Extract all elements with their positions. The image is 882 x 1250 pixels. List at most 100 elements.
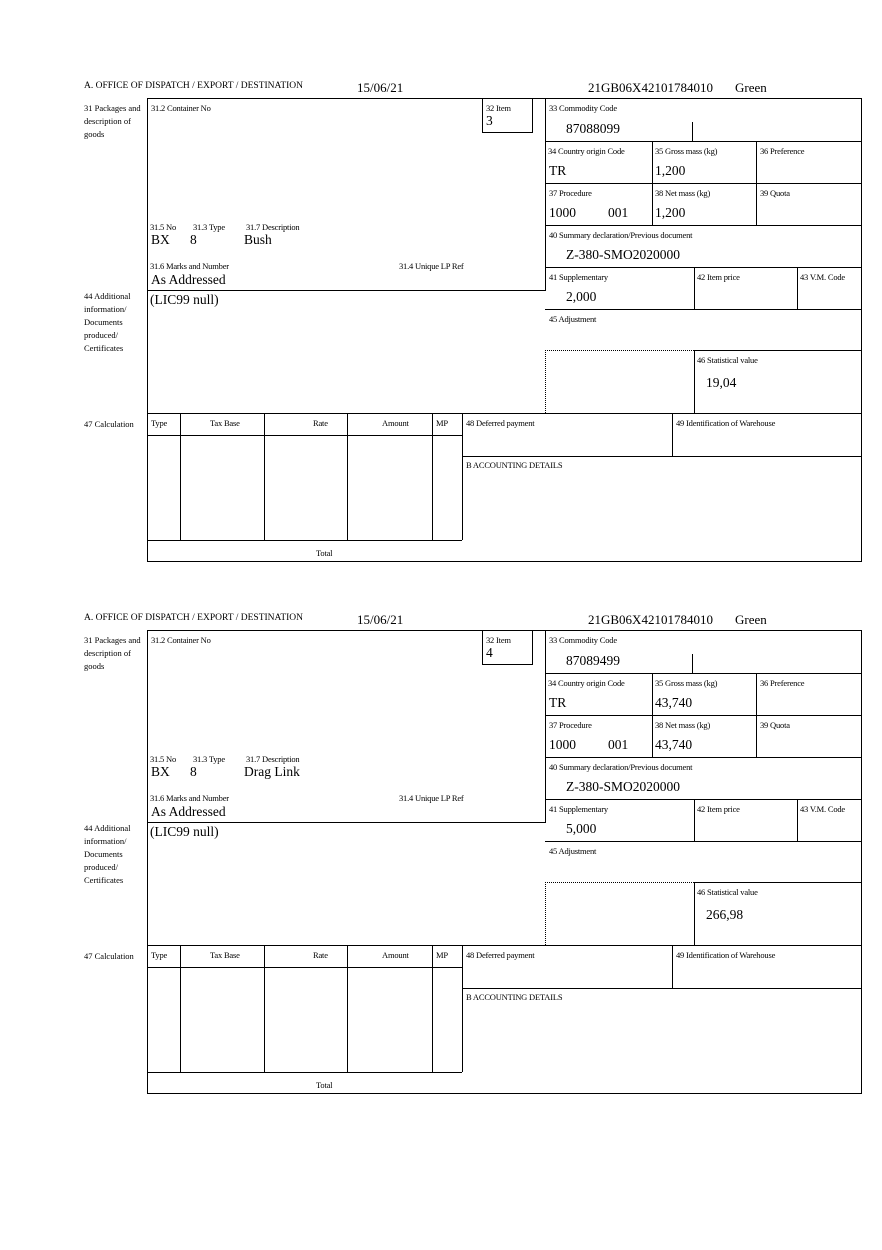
divider (347, 413, 348, 540)
description: Drag Link (244, 764, 300, 779)
divider (147, 413, 862, 414)
divider (147, 1072, 462, 1073)
divider (692, 654, 693, 673)
description-label: 31.7 Description (246, 754, 300, 764)
commodity-code: 87088099 (566, 121, 620, 136)
commodity-label: 33 Commodity Code (549, 635, 617, 645)
supplementary-label: 41 Supplementary (549, 804, 608, 814)
mp-header: MP (436, 950, 448, 960)
date: 15/06/21 (357, 612, 404, 627)
route-status: Green (735, 80, 767, 95)
accounting-details-label: B ACCOUNTING DETAILS (466, 992, 563, 1002)
stat-value: 19,04 (706, 375, 737, 390)
description: Bush (244, 232, 272, 247)
additional-info-label: 44 Additional information/ Documents pro… (84, 291, 131, 353)
additional-info: (LIC99 null) (150, 824, 219, 839)
net-mass: 1,200 (655, 205, 686, 220)
customs-declaration-item-1: A. OFFICE OF DISPATCH / EXPORT / DESTINA… (0, 80, 882, 570)
mp-header: MP (436, 418, 448, 428)
additional-info-label: 44 Additional information/ Documents pro… (84, 823, 131, 885)
divider (545, 183, 862, 184)
divider (482, 630, 483, 665)
divider (532, 630, 533, 665)
packages-label: 31 Packages and description of goods (84, 635, 141, 671)
procedure-label: 37 Procedure (549, 720, 592, 730)
divider (180, 945, 181, 1072)
net-mass: 43,740 (655, 737, 693, 752)
deferred-payment-label: 48 Deferred payment (466, 950, 535, 960)
total-label: Total (316, 548, 333, 558)
calculation-label: 47 Calculation (84, 419, 134, 429)
divider (462, 413, 463, 540)
reference-number: 21GB06X42101784010 (588, 80, 713, 95)
stat-value: 266,98 (706, 907, 744, 922)
summary-label: 40 Summary declaration/Previous document (549, 230, 693, 240)
pkg-no: BX (151, 232, 170, 247)
gross-mass-label: 35 Gross mass (kg) (655, 678, 718, 688)
procedure-label: 37 Procedure (549, 188, 592, 198)
divider (264, 945, 265, 1072)
item-label: 32 Item (486, 103, 511, 113)
summary-document: Z-380-SMO2020000 (566, 247, 680, 262)
gross-mass: 43,740 (655, 695, 693, 710)
divider (672, 413, 673, 456)
divider (482, 98, 483, 133)
marks: As Addressed (151, 804, 226, 819)
stat-value-label: 46 Statistical value (697, 887, 758, 897)
divider (652, 141, 653, 225)
total-label: Total (316, 1080, 333, 1090)
form-box (147, 630, 862, 1094)
supplementary-label: 41 Supplementary (549, 272, 608, 282)
divider (694, 799, 695, 841)
dotted-divider (545, 350, 694, 351)
divider (462, 456, 862, 457)
description-label: 31.7 Description (246, 222, 300, 232)
dotted-divider (545, 350, 546, 413)
procedure-code: 1000 (549, 737, 576, 752)
amount-header: Amount (382, 950, 409, 960)
accounting-details-label: B ACCOUNTING DETAILS (466, 460, 563, 470)
divider (462, 945, 463, 1072)
divider (756, 141, 757, 225)
pkg-no-label: 31.5 No (150, 222, 176, 232)
divider (147, 967, 462, 968)
divider (545, 98, 546, 290)
divider (147, 822, 546, 823)
divider (545, 757, 862, 758)
commodity-code: 87089499 (566, 653, 620, 668)
preference-label: 36 Preference (760, 146, 805, 156)
tax-base-header: Tax Base (210, 950, 240, 960)
divider (797, 267, 798, 309)
divider (545, 225, 862, 226)
divider (147, 290, 546, 291)
additional-info: (LIC99 null) (150, 292, 219, 307)
vm-code-label: 43 V.M. Code (800, 804, 845, 814)
amount-header: Amount (382, 418, 409, 428)
divider (532, 98, 533, 133)
procedure-code: 1000 (549, 205, 576, 220)
divider (482, 664, 533, 665)
unique-lp-label: 31.4 Unique LP Ref (399, 261, 464, 271)
gross-mass: 1,200 (655, 163, 686, 178)
calc-type-header: Type (151, 418, 168, 428)
rate-header: Rate (313, 950, 328, 960)
marks: As Addressed (151, 272, 226, 287)
divider (545, 715, 862, 716)
divider (545, 673, 862, 674)
warehouse-label: 49 Identification of Warehouse (676, 418, 776, 428)
divider (482, 132, 533, 133)
item-label: 32 Item (486, 635, 511, 645)
net-mass-label: 38 Net mass (kg) (655, 188, 711, 198)
item-price-label: 42 Item price (697, 804, 740, 814)
pkg-type: 8 (190, 764, 197, 779)
customs-declaration-item-2: A. OFFICE OF DISPATCH / EXPORT / DESTINA… (0, 612, 882, 1102)
divider (545, 630, 546, 822)
divider (694, 350, 695, 413)
gross-mass-label: 35 Gross mass (kg) (655, 146, 718, 156)
vm-code-label: 43 V.M. Code (800, 272, 845, 282)
container-label: 31.2 Container No (151, 635, 211, 645)
divider (692, 122, 693, 141)
calc-type-header: Type (151, 950, 168, 960)
country-label: 34 Country origin Code (548, 146, 625, 156)
pkg-type: 8 (190, 232, 197, 247)
